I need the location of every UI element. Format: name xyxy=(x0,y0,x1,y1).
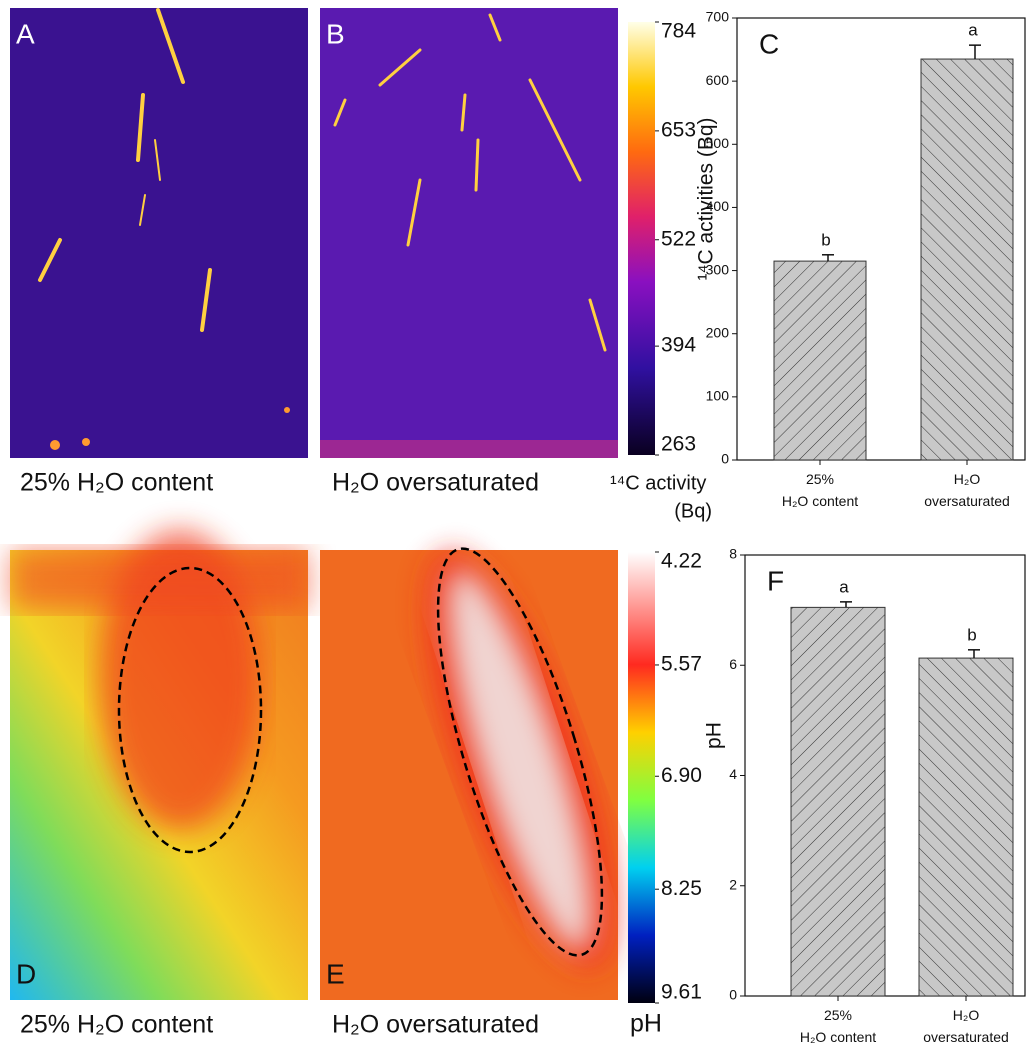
y-tick-label: 400 xyxy=(706,198,730,214)
colorbar xyxy=(628,22,655,455)
bar xyxy=(790,606,886,997)
colorbar-tick-label: 4.22 xyxy=(661,550,702,573)
colorbar-tick-label: 653 xyxy=(661,118,696,141)
bar xyxy=(773,260,867,461)
x-tick-label: 25% H₂O content xyxy=(800,1007,876,1045)
y-tick-label: 300 xyxy=(706,261,730,277)
x-tick-label: H₂O oversaturated xyxy=(923,1007,1009,1045)
y-tick-label: 6 xyxy=(729,656,737,672)
y-tick-label: 500 xyxy=(706,135,730,151)
image-caption: H₂O oversaturated xyxy=(332,1011,539,1039)
image-b xyxy=(320,8,618,458)
colorbar-tick-label: 9.61 xyxy=(661,981,702,1004)
y-tick-label: 2 xyxy=(729,876,737,892)
y-tick-label: 700 xyxy=(706,9,730,25)
colorbar-label: pH xyxy=(630,1010,662,1038)
panel-letter: E xyxy=(326,958,345,989)
colorbar-tick-label: 263 xyxy=(661,433,696,456)
significance-letter: a xyxy=(839,577,849,596)
panel-letter: C xyxy=(759,28,779,59)
significance-letter: a xyxy=(968,21,978,40)
colorbar-tick-label: 784 xyxy=(661,20,696,43)
colorbar-label: ¹⁴C activity xyxy=(610,472,706,494)
image-a xyxy=(10,8,308,458)
x-tick-label: 25% H₂O content xyxy=(782,471,858,509)
panel-letter: D xyxy=(16,958,36,989)
colorbar-tick-label: 522 xyxy=(661,227,696,250)
y-tick-label: 200 xyxy=(706,324,730,340)
colorbar-label: (Bq) xyxy=(674,500,712,522)
y-axis-label: pH xyxy=(703,722,726,749)
image-caption: H₂O oversaturated xyxy=(332,469,539,497)
x-tick-label: H₂O oversaturated xyxy=(924,471,1010,509)
plot-frame xyxy=(736,17,1026,461)
image-e xyxy=(320,547,618,1000)
y-tick-label: 0 xyxy=(729,987,737,1003)
bar xyxy=(918,657,1014,997)
panel-letter: B xyxy=(326,18,345,49)
colorbar-tick-label: 6.90 xyxy=(661,764,702,787)
colorbar-tick-label: 394 xyxy=(661,334,696,357)
colorbar xyxy=(628,552,655,1003)
ellipse-outline xyxy=(436,547,604,957)
panel-letter: A xyxy=(16,18,35,49)
colorbar-tick-label: 8.25 xyxy=(661,877,702,900)
y-tick-label: 8 xyxy=(729,546,737,562)
image-caption: 25% H₂O content xyxy=(20,469,213,497)
image-d xyxy=(10,530,308,1000)
y-tick-label: 600 xyxy=(706,72,730,88)
image-caption: 25% H₂O content xyxy=(20,1011,213,1039)
y-tick-label: 100 xyxy=(706,388,730,404)
panel-letter: F xyxy=(767,565,784,596)
y-tick-label: 4 xyxy=(729,766,737,782)
y-tick-label: 0 xyxy=(721,451,729,467)
colorbar-tick-label: 5.57 xyxy=(661,653,702,676)
significance-letter: b xyxy=(967,625,976,644)
significance-letter: b xyxy=(821,230,830,249)
ellipse-outline xyxy=(117,566,263,854)
y-axis-label: ¹⁴C activities (Bq) xyxy=(695,117,718,280)
bar xyxy=(920,58,1014,461)
